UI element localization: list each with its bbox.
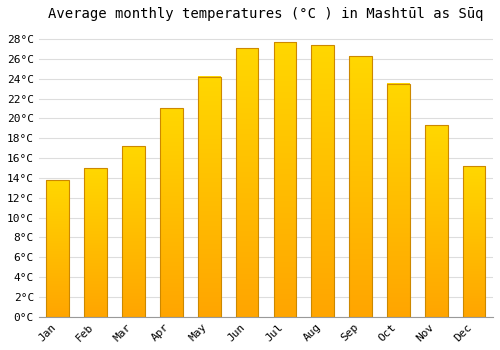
Bar	[160, 108, 182, 317]
Bar	[274, 42, 296, 317]
Title: Average monthly temperatures (°C ) in Mashtūl as Sūq: Average monthly temperatures (°C ) in Ma…	[48, 7, 484, 21]
Bar	[463, 166, 485, 317]
Bar	[387, 84, 410, 317]
Bar	[349, 56, 372, 317]
Bar	[84, 168, 107, 317]
Bar	[122, 146, 145, 317]
Bar	[46, 180, 69, 317]
Bar	[198, 77, 220, 317]
Bar	[312, 45, 334, 317]
Bar	[236, 48, 258, 317]
Bar	[425, 125, 448, 317]
